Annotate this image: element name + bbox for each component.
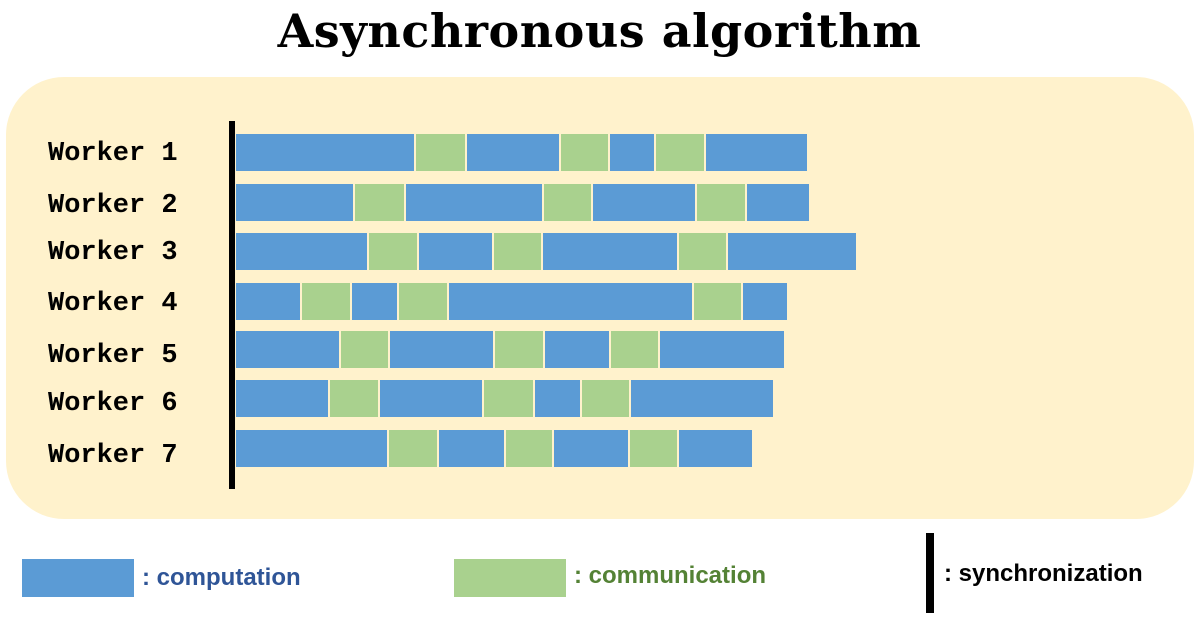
communication-segment bbox=[399, 283, 447, 320]
worker-label: Worker 7 bbox=[48, 441, 178, 471]
communication-segment bbox=[656, 134, 704, 171]
computation-segment bbox=[660, 331, 784, 368]
worker-label: Worker 1 bbox=[48, 139, 178, 169]
computation-segment bbox=[610, 134, 654, 171]
communication-segment bbox=[330, 380, 378, 417]
worker-label: Worker 2 bbox=[48, 191, 178, 221]
legend-communication-swatch bbox=[454, 559, 566, 597]
computation-segment bbox=[236, 134, 414, 171]
communication-segment bbox=[697, 184, 745, 221]
worker-label: Worker 4 bbox=[48, 289, 178, 319]
computation-segment bbox=[236, 380, 328, 417]
computation-segment bbox=[236, 331, 339, 368]
computation-segment bbox=[631, 380, 773, 417]
communication-segment bbox=[561, 134, 608, 171]
computation-segment bbox=[390, 331, 493, 368]
communication-segment bbox=[355, 184, 404, 221]
communication-segment bbox=[582, 380, 629, 417]
legend-communication-label: : communication bbox=[574, 562, 767, 589]
computation-segment bbox=[728, 233, 856, 270]
worker-label: Worker 3 bbox=[48, 238, 178, 268]
computation-segment bbox=[535, 380, 580, 417]
communication-segment bbox=[416, 134, 465, 171]
synchronization-line bbox=[229, 121, 235, 489]
legend-computation-swatch bbox=[22, 559, 134, 597]
computation-segment bbox=[406, 184, 542, 221]
computation-segment bbox=[236, 233, 367, 270]
computation-segment bbox=[543, 233, 677, 270]
worker-label: Worker 6 bbox=[48, 389, 178, 419]
computation-segment bbox=[236, 430, 387, 467]
communication-segment bbox=[694, 283, 741, 320]
communication-segment bbox=[494, 233, 541, 270]
diagram-title: Asynchronous algorithm bbox=[277, 4, 922, 58]
computation-segment bbox=[419, 233, 492, 270]
computation-segment bbox=[593, 184, 695, 221]
legend-synchronization-bar bbox=[926, 533, 934, 613]
computation-segment bbox=[545, 331, 609, 368]
communication-segment bbox=[369, 233, 417, 270]
communication-segment bbox=[495, 331, 543, 368]
computation-segment bbox=[743, 283, 787, 320]
computation-segment bbox=[449, 283, 692, 320]
communication-segment bbox=[611, 331, 658, 368]
communication-segment bbox=[679, 233, 726, 270]
communication-segment bbox=[630, 430, 677, 467]
computation-segment bbox=[706, 134, 807, 171]
communication-segment bbox=[302, 283, 350, 320]
communication-segment bbox=[506, 430, 552, 467]
computation-segment bbox=[236, 184, 353, 221]
computation-segment bbox=[679, 430, 752, 467]
computation-segment bbox=[439, 430, 504, 467]
computation-segment bbox=[747, 184, 809, 221]
communication-segment bbox=[484, 380, 533, 417]
legend-computation-label: : computation bbox=[142, 564, 301, 591]
communication-segment bbox=[341, 331, 388, 368]
computation-segment bbox=[467, 134, 559, 171]
communication-segment bbox=[389, 430, 437, 467]
computation-segment bbox=[380, 380, 482, 417]
computation-segment bbox=[554, 430, 628, 467]
legend-synchronization-label: : synchronization bbox=[944, 560, 1143, 587]
communication-segment bbox=[544, 184, 591, 221]
computation-segment bbox=[352, 283, 397, 320]
worker-label: Worker 5 bbox=[48, 341, 178, 371]
computation-segment bbox=[236, 283, 300, 320]
